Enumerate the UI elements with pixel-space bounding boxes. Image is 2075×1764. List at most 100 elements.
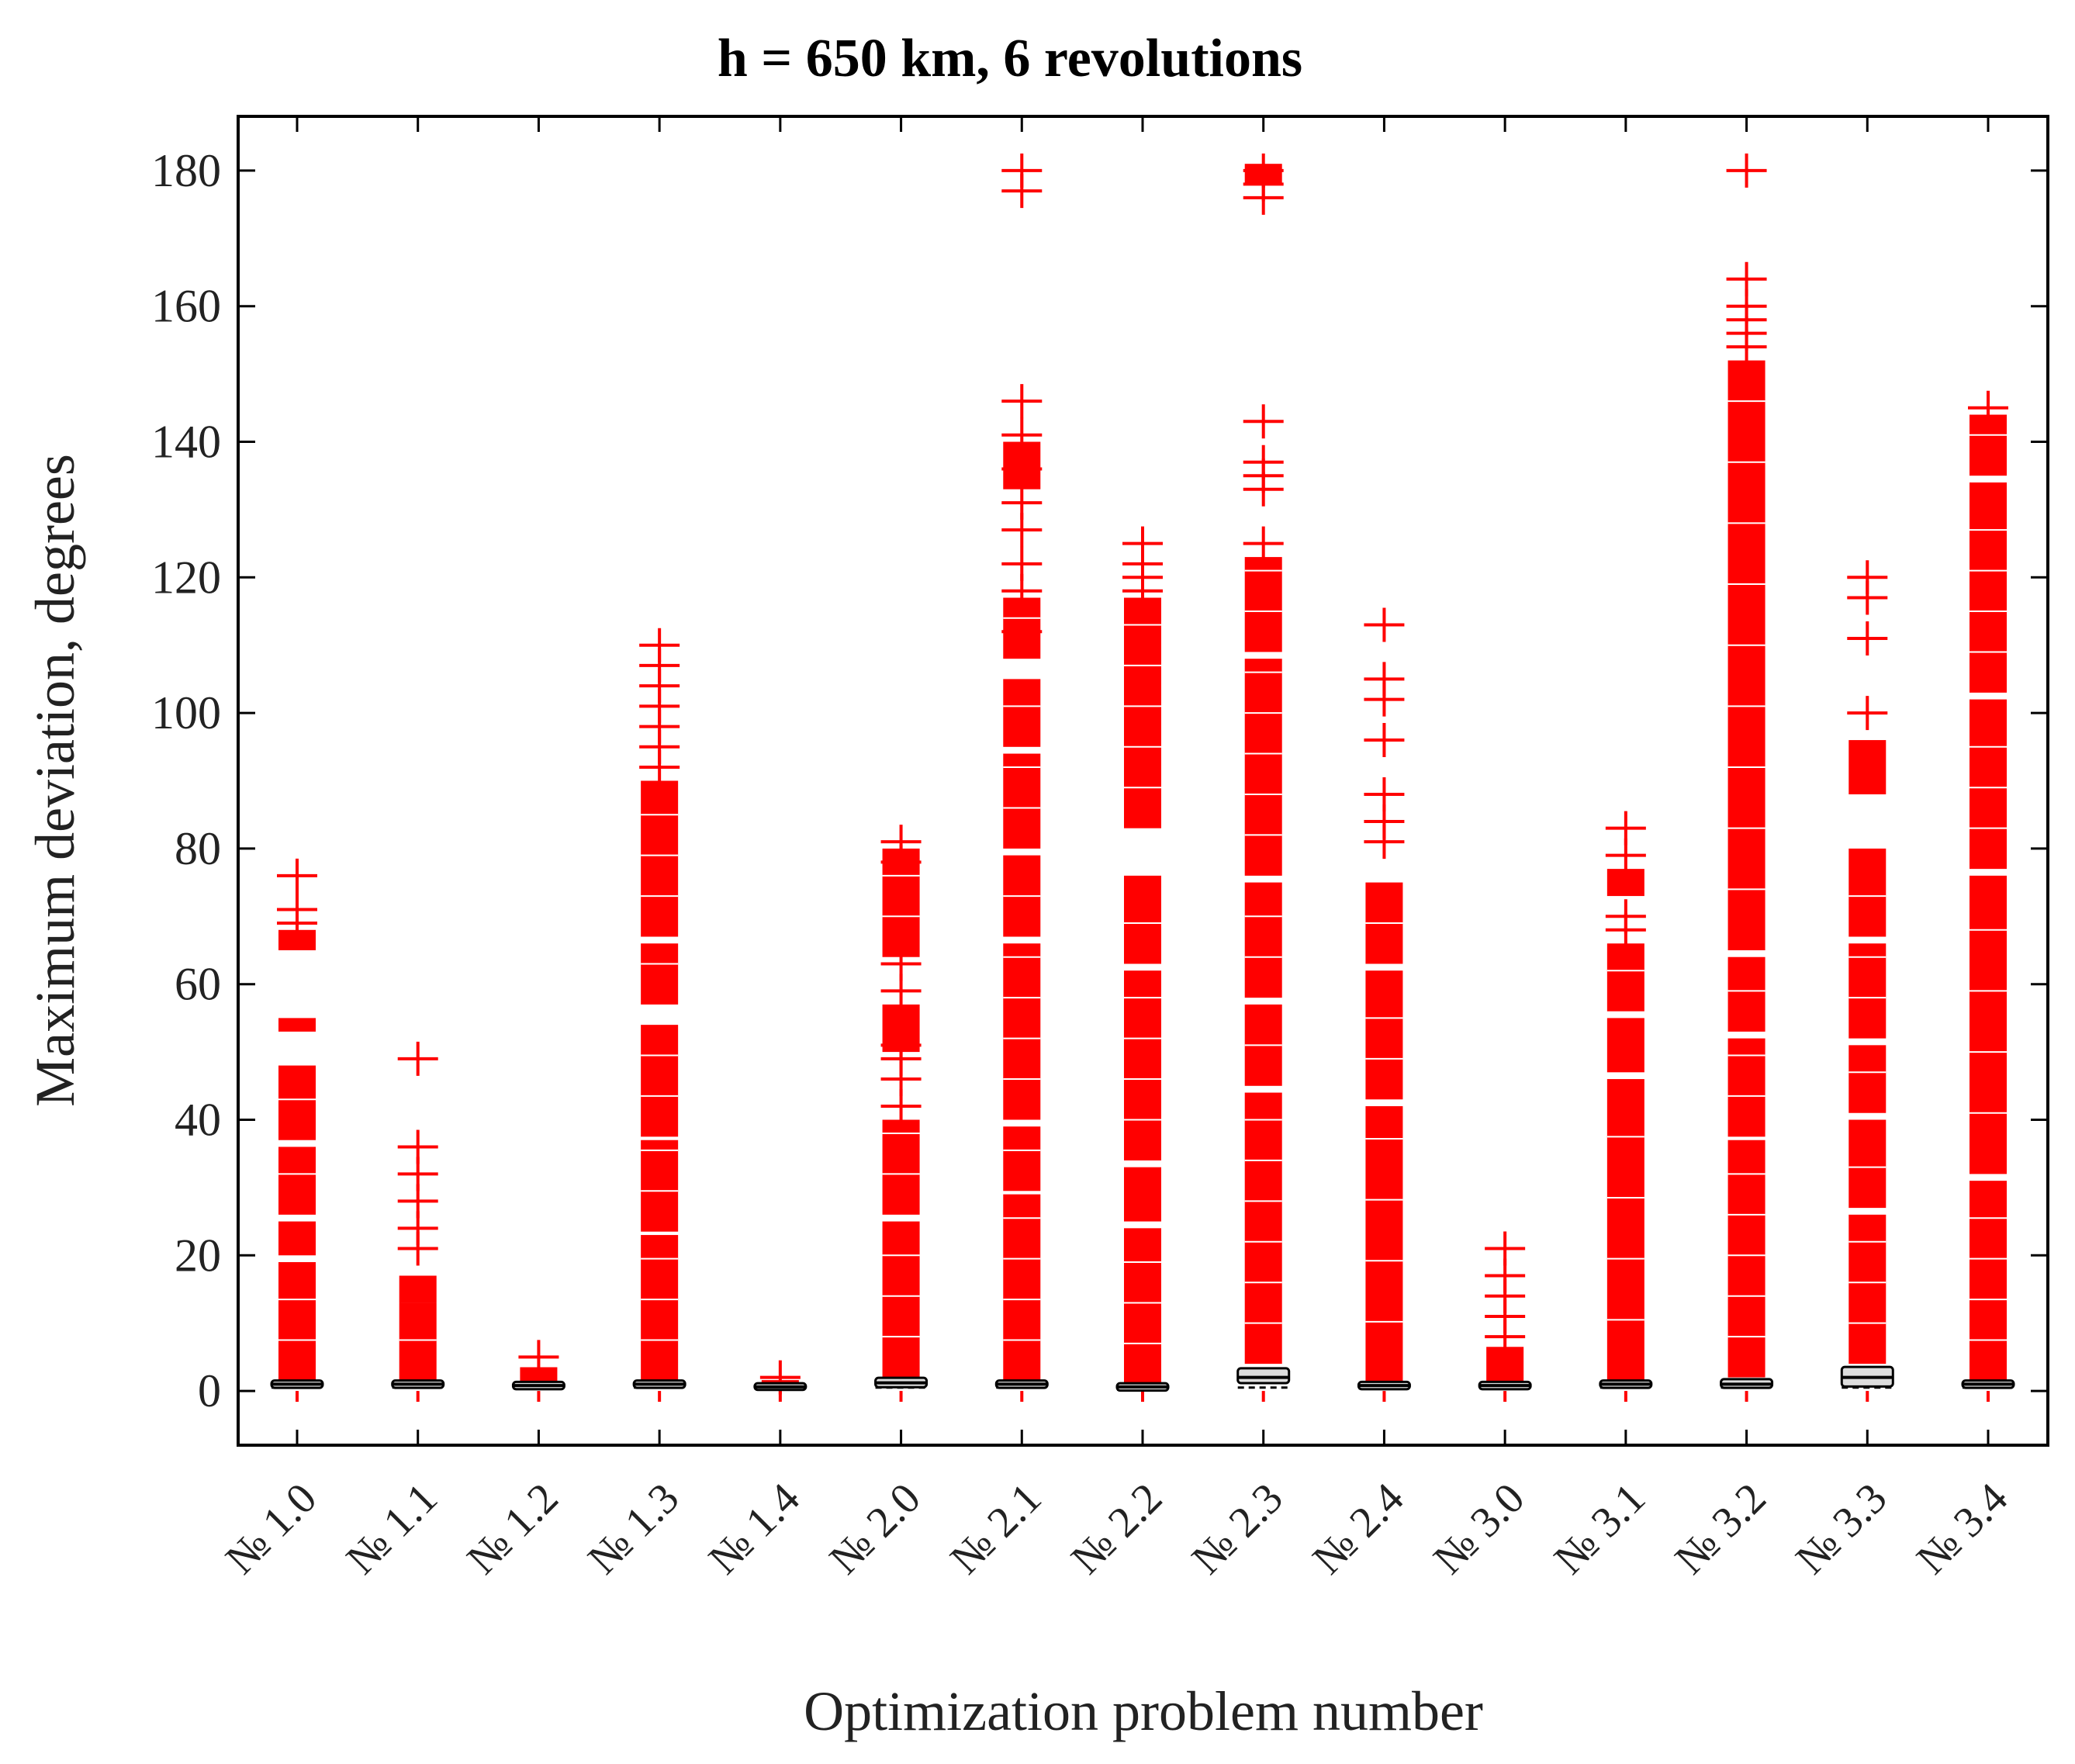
outlier-point <box>1726 153 1767 188</box>
box-elements <box>270 1365 2015 1392</box>
x-tick-label: № 3.0 <box>1424 1474 1534 1583</box>
outlier-point <box>1364 777 1405 811</box>
outlier-band <box>520 1367 558 1383</box>
outlier-point <box>1605 811 1646 846</box>
outlier-marks <box>277 153 2008 1403</box>
outlier-point <box>880 825 922 860</box>
x-tick-label: № 3.4 <box>1907 1474 2017 1583</box>
outlier-point <box>1001 451 1043 486</box>
outlier-point <box>1001 486 1043 521</box>
x-tick-label: № 2.3 <box>1183 1474 1292 1583</box>
outlier-band <box>1970 482 2007 693</box>
outlier-point <box>1847 560 1888 595</box>
outlier-band <box>278 1221 316 1256</box>
outlier-band <box>882 1221 920 1378</box>
outlier-point <box>639 628 680 662</box>
chart-title: h = 650 km, 6 revolutions <box>718 29 1302 88</box>
y-tick-label: 0 <box>198 1365 221 1416</box>
outlier-point <box>1243 444 1284 479</box>
y-tick-label: 60 <box>175 959 221 1010</box>
y-tick-label: 20 <box>175 1230 221 1281</box>
outlier-point <box>1726 261 1767 296</box>
y-tick-label: 100 <box>151 687 221 738</box>
outlier-band <box>1970 1181 2007 1381</box>
outlier-point <box>1605 899 1646 934</box>
outlier-band <box>641 1235 679 1381</box>
x-tick-label: № 1.4 <box>700 1474 809 1583</box>
x-tick-label: № 2.4 <box>1304 1474 1413 1583</box>
outlier-point <box>1847 696 1888 731</box>
outlier-band <box>1970 875 2007 1174</box>
y-tick-label: 180 <box>151 145 221 196</box>
x-tick-label: № 1.3 <box>579 1474 688 1583</box>
outlier-band <box>1124 597 1161 828</box>
outlier-point <box>1243 526 1284 561</box>
outlier-band <box>1727 1038 1765 1137</box>
y-axis-label: Maximum deviation, degrees <box>24 454 86 1107</box>
outlier-point <box>880 1028 922 1063</box>
x-tick-label: № 3.3 <box>1786 1474 1896 1583</box>
y-tick-label: 140 <box>151 417 221 468</box>
outlier-band <box>1727 360 1765 950</box>
outlier-point <box>277 858 317 893</box>
y-tick-label: 120 <box>151 552 221 603</box>
x-axis-label: Optimization problem number <box>804 1680 1483 1742</box>
outlier-band <box>1003 1194 1041 1381</box>
outlier-band <box>1727 1140 1765 1378</box>
outlier-band <box>1124 875 1161 964</box>
outlier-point <box>1485 1231 1526 1266</box>
outlier-band <box>399 1275 437 1303</box>
outlier-band <box>1606 1079 1644 1381</box>
outlier-point <box>277 892 317 927</box>
x-tick-label: № 3.2 <box>1666 1474 1776 1583</box>
outlier-band <box>1848 1119 1887 1209</box>
x-tick-label: № 1.2 <box>458 1474 568 1583</box>
outlier-band <box>1003 753 1041 849</box>
outlier-band <box>1848 1214 1887 1365</box>
outlier-point <box>397 1041 438 1076</box>
outlier-band <box>278 1018 316 1032</box>
outlier-band <box>1848 848 1887 937</box>
outlier-band <box>1606 1018 1644 1073</box>
outlier-point <box>1847 621 1888 655</box>
outlier-band <box>882 1119 920 1215</box>
outlier-point <box>1001 546 1043 581</box>
y-axis: 0 20 40 60 80 100 120 140 160 180 <box>151 145 2048 1416</box>
outlier-band <box>1124 970 1161 1160</box>
x-tick-label: № 2.1 <box>941 1474 1050 1583</box>
y-tick-label: 40 <box>175 1094 221 1145</box>
outlier-point <box>1243 404 1284 439</box>
outlier-band <box>1003 1126 1041 1192</box>
box <box>1236 1367 1291 1385</box>
outlier-point <box>1243 153 1284 188</box>
outlier-band <box>1244 557 1282 652</box>
outlier-band <box>278 1147 316 1215</box>
y-tick-label: 160 <box>151 281 221 332</box>
x-tick-label: № 1.1 <box>337 1474 447 1583</box>
outlier-band <box>1606 869 1644 897</box>
outlier-point <box>1364 662 1405 697</box>
outlier-band <box>1365 970 1403 1100</box>
outlier-band <box>641 1025 679 1137</box>
outlier-point <box>1001 153 1043 188</box>
outlier-band <box>1003 679 1041 747</box>
y-tick-label: 80 <box>175 823 221 874</box>
outlier-band <box>1970 699 2007 870</box>
x-tick-label: № 2.0 <box>821 1474 930 1583</box>
outlier-band <box>1003 943 1041 1120</box>
outlier-band <box>1606 943 1644 1012</box>
outlier-point <box>1968 390 2008 425</box>
outlier-band <box>641 780 679 937</box>
outlier-band <box>278 1262 316 1381</box>
outlier-point <box>880 946 922 981</box>
outlier-point <box>1001 384 1043 419</box>
outlier-band <box>1244 882 1282 998</box>
outlier-point <box>1001 614 1043 649</box>
outlier-point <box>1001 417 1043 452</box>
outlier-point <box>397 1129 438 1164</box>
x-tick-label: № 1.0 <box>216 1474 326 1583</box>
outlier-band <box>641 943 679 1005</box>
outlier-band <box>1244 1092 1282 1365</box>
outlier-point <box>1364 607 1405 642</box>
